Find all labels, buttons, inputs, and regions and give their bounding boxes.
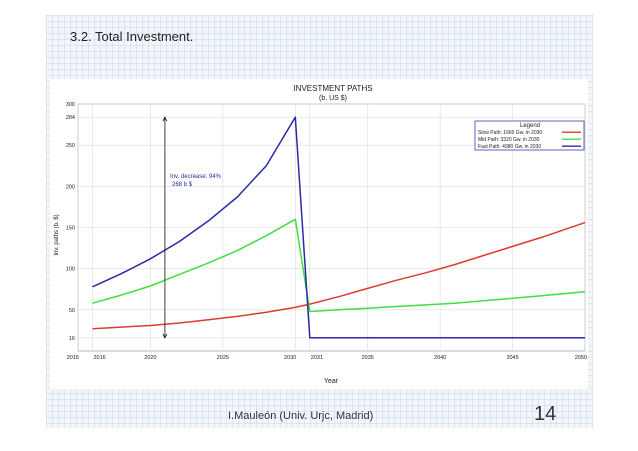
series-line-2	[92, 218, 586, 313]
footer-author: I.Mauleón (Univ. Urjc, Madrid)	[228, 410, 374, 422]
y-tick-label: 100	[66, 267, 75, 273]
annotation-arrowhead-bottom	[162, 333, 168, 339]
chart-area: INVESTMENT PATHS (b. US $) Year Inv. pat…	[50, 79, 588, 389]
y-tick-label: 300	[66, 102, 75, 108]
x-tick-label: 2015	[67, 355, 79, 361]
x-tick-label: 2050	[575, 355, 587, 361]
chart-subtitle: (b. US $)	[319, 95, 347, 102]
series-line-1	[92, 221, 586, 330]
x-tick-label: 2020	[144, 355, 156, 361]
y-tick-label: 50	[69, 308, 75, 314]
legend-entry-label: Slow Path: 1660 Gw. in 2030	[478, 130, 542, 136]
annotation-line-1: Inv. decrease: 94%	[170, 174, 222, 180]
annotation-line-2: 268 b $	[172, 182, 193, 188]
x-axis-label: Year	[324, 378, 339, 385]
slide-title: 3.2. Total Investment.	[70, 29, 194, 44]
x-tick-label: 2025	[217, 355, 229, 361]
y-tick-label: 284	[66, 115, 75, 121]
y-axis-label: Inv. paths (b. $)	[54, 214, 60, 255]
x-tick-label: 2040	[434, 355, 446, 361]
x-tick-label: 2035	[362, 355, 374, 361]
legend-box	[474, 120, 585, 151]
legend-entry-label: Fast Path: 4980 Gw. in 2030	[478, 144, 541, 150]
chart-title: INVESTMENT PATHS	[293, 84, 372, 93]
legend-entry-label: Mid Path: 3320 Gw. in 2030	[478, 137, 540, 143]
x-tick-label: 2016	[93, 355, 105, 361]
x-tick-label: 2030	[284, 355, 296, 361]
footer: I.Mauleón (Univ. Urjc, Madrid) 14	[46, 403, 593, 429]
page-number: 14	[534, 403, 557, 425]
x-tick-label: 2045	[506, 355, 518, 361]
x-tick-label: 2031	[311, 355, 323, 361]
investment-paths-chart: INVESTMENT PATHS (b. US $) Year Inv. pat…	[54, 84, 587, 385]
annotation-arrowhead-top	[162, 116, 168, 122]
legend-title: Legend	[520, 123, 540, 129]
series-line-3	[92, 116, 585, 339]
y-tick-label: 150	[66, 226, 75, 232]
y-tick-label: 16	[69, 336, 75, 342]
y-tick-label: 200	[66, 184, 75, 190]
slide: 3.2. Total Investment. INVESTMENT PATHS …	[46, 15, 593, 428]
y-tick-label: 250	[66, 143, 75, 149]
